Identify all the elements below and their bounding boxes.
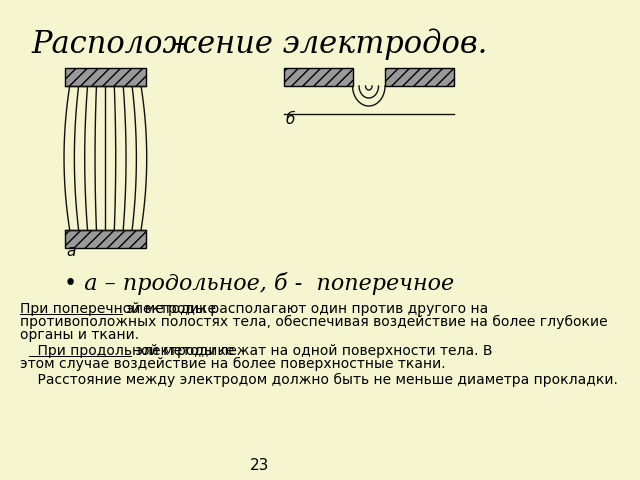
Text: органы и ткани.: органы и ткани. xyxy=(20,328,140,342)
FancyBboxPatch shape xyxy=(65,68,146,86)
Text: При продольной методике: При продольной методике xyxy=(20,344,235,358)
Text: а: а xyxy=(67,244,76,259)
Text: противоположных полостях тела, обеспечивая воздействие на более глубокие: противоположных полостях тела, обеспечив… xyxy=(20,315,608,329)
Text: электроды лежат на одной поверхности тела. В: электроды лежат на одной поверхности тел… xyxy=(131,344,492,358)
Text: электроды располагают один против другого на: электроды располагают один против другог… xyxy=(122,302,488,316)
Text: При поперечной методике: При поперечной методике xyxy=(20,302,216,316)
Text: Расстояние между электродом должно быть не меньше диаметра прокладки.: Расстояние между электродом должно быть … xyxy=(20,373,618,387)
Text: • а – продольное, б -  поперечное: • а – продольное, б - поперечное xyxy=(64,272,454,295)
FancyBboxPatch shape xyxy=(385,68,454,86)
FancyBboxPatch shape xyxy=(284,68,353,86)
Text: Расположение электродов.: Расположение электродов. xyxy=(31,28,488,60)
Text: этом случае воздействие на более поверхностные ткани.: этом случае воздействие на более поверхн… xyxy=(20,357,446,371)
Text: 23: 23 xyxy=(250,458,269,473)
Text: б: б xyxy=(285,112,294,127)
FancyBboxPatch shape xyxy=(65,230,146,248)
